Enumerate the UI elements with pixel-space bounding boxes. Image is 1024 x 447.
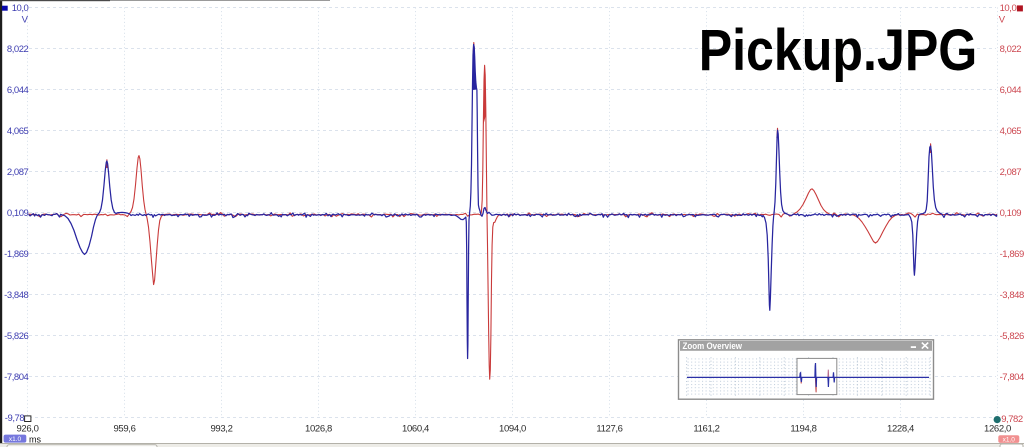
svg-text:926,0: 926,0 xyxy=(16,423,38,434)
svg-text:-1,869: -1,869 xyxy=(4,249,28,260)
svg-text:4,065: 4,065 xyxy=(7,126,29,137)
svg-text:8,022: 8,022 xyxy=(1000,44,1022,55)
svg-text:-5,826: -5,826 xyxy=(4,331,28,342)
svg-text:2,087: 2,087 xyxy=(1000,167,1022,178)
svg-text:10,0: 10,0 xyxy=(1000,3,1017,14)
svg-text:-9,78: -9,78 xyxy=(5,413,25,424)
svg-text:0,109: 0,109 xyxy=(7,208,29,219)
svg-text:1127,6: 1127,6 xyxy=(596,423,622,434)
svg-text:1026,8: 1026,8 xyxy=(305,423,332,434)
svg-text:8,022: 8,022 xyxy=(7,44,29,55)
svg-text:1262,0: 1262,0 xyxy=(984,423,1011,434)
svg-text:1094,0: 1094,0 xyxy=(499,423,526,434)
svg-text:1060,4: 1060,4 xyxy=(402,423,429,434)
svg-text:6,044: 6,044 xyxy=(7,85,29,96)
svg-text:Pickup.JPG: Pickup.JPG xyxy=(699,18,978,83)
svg-text:-3,848: -3,848 xyxy=(4,290,28,301)
svg-text:6,044: 6,044 xyxy=(1000,85,1022,96)
svg-text:993,2: 993,2 xyxy=(210,423,232,434)
svg-text:10,0: 10,0 xyxy=(12,3,29,14)
svg-text:Zoom Overview: Zoom Overview xyxy=(683,341,743,351)
svg-text:9,782: 9,782 xyxy=(1001,414,1023,425)
svg-text:4,065: 4,065 xyxy=(1000,126,1022,137)
svg-text:1228,4: 1228,4 xyxy=(887,423,914,434)
svg-text:1161,2: 1161,2 xyxy=(693,423,719,434)
svg-text:959,6: 959,6 xyxy=(113,423,135,434)
svg-text:V: V xyxy=(22,14,29,25)
svg-text:ms: ms xyxy=(29,435,41,445)
svg-text:V: V xyxy=(999,14,1006,25)
svg-text:x1.0: x1.0 xyxy=(1003,437,1016,444)
svg-text:0,109: 0,109 xyxy=(1000,208,1022,219)
svg-text:-7,804: -7,804 xyxy=(4,372,28,383)
svg-text:-3,848: -3,848 xyxy=(1000,290,1024,301)
svg-text:-7,804: -7,804 xyxy=(1000,372,1024,383)
svg-text:-5,826: -5,826 xyxy=(1000,331,1024,342)
svg-text:2,087: 2,087 xyxy=(7,167,29,178)
svg-text:1194,8: 1194,8 xyxy=(790,423,816,434)
svg-text:-1,869: -1,869 xyxy=(1000,249,1024,260)
svg-text:x1.0: x1.0 xyxy=(9,436,22,443)
